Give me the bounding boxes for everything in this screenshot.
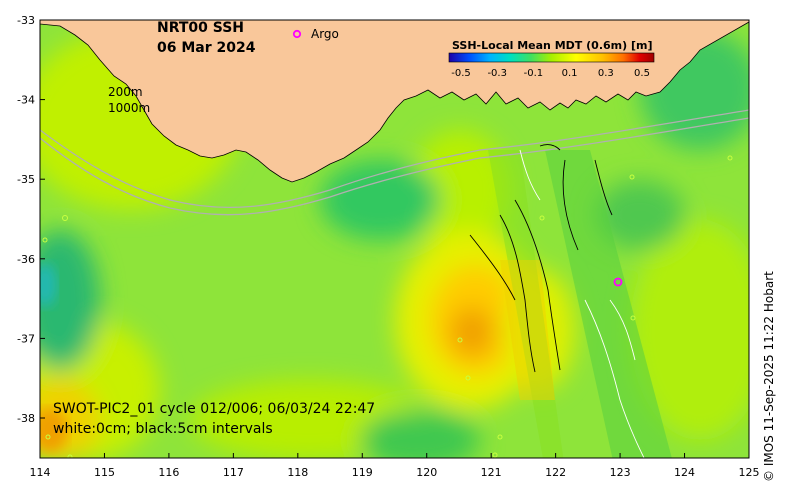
y-tick-label: -38: [17, 412, 35, 425]
colorbar-tick-label: 0.5: [634, 68, 650, 79]
contour-legend-label: white:0cm; black:5cm intervals: [53, 421, 273, 437]
colorbar-tick-label: 0.1: [562, 68, 578, 79]
map-title: NRT00 SSH: [157, 20, 244, 36]
colorbar-tick-label: 0.3: [598, 68, 614, 79]
x-tick-label: 117: [223, 466, 244, 479]
x-tick-label: 125: [739, 466, 760, 479]
plot-frame: [39, 19, 750, 459]
x-tick-label: 115: [94, 466, 115, 479]
x-tick-label: 124: [674, 466, 695, 479]
colorbar-tick-label: -0.3: [487, 68, 507, 79]
y-tick-label: -34: [17, 94, 35, 107]
y-tick-label: -33: [17, 14, 35, 27]
x-tick-label: 118: [287, 466, 308, 479]
x-tick-label: 119: [352, 466, 373, 479]
x-tick-label: 114: [30, 466, 51, 479]
isobath-label-1000m: 1000m: [108, 101, 150, 115]
credit-text: © IMOS 11-Sep-2025 11:22 Hobart: [762, 271, 776, 482]
x-tick-label: 116: [158, 466, 179, 479]
y-tick-label: -37: [17, 332, 35, 345]
swot-pass-label: SWOT-PIC2_01 cycle 012/006; 06/03/24 22:…: [53, 401, 375, 417]
ssh-field: [40, 20, 749, 458]
map-date: 06 Mar 2024: [157, 40, 256, 56]
x-tick-label: 122: [545, 466, 566, 479]
colorbar: SSH-Local Mean MDT (0.6m) [m] -0.5 -0.3 -0…: [448, 39, 655, 79]
x-tick-label: 121: [481, 466, 502, 479]
colorbar-tick-label: -0.5: [451, 68, 471, 79]
colorbar-title: SSH-Local Mean MDT (0.6m) [m]: [452, 39, 652, 52]
x-tick-label: 120: [416, 466, 437, 479]
colorbar-gradient: [448, 52, 655, 63]
axes: 114 115 116 117 118 119 120 121 122 123 124 125 -33 -…: [17, 14, 759, 479]
y-tick-label: -35: [17, 173, 35, 186]
argo-legend-label: Argo: [311, 27, 339, 41]
y-tick-label: -36: [17, 253, 35, 266]
colorbar-tick-label: -0.1: [524, 68, 544, 79]
argo-float-marker: [613, 277, 623, 287]
x-tick-label: 123: [610, 466, 631, 479]
isobath-label-200m: 200m: [108, 85, 143, 99]
argo-legend-icon: [292, 29, 302, 39]
